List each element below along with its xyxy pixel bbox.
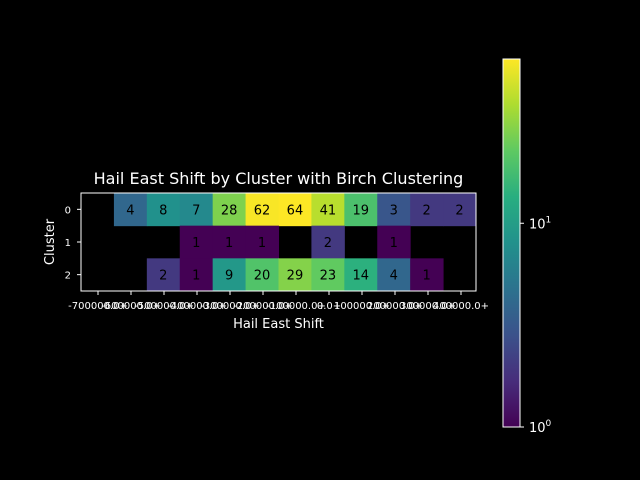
heatmap-cell [278, 193, 312, 227]
cell-value-label: 28 [221, 203, 238, 218]
heatmap-cell [212, 193, 247, 227]
cell-value-label: 20 [254, 269, 271, 284]
x-tick-label: -500000.0+ [134, 301, 194, 312]
cell-value-label: 9 [225, 269, 233, 284]
heatmap-cell [245, 193, 279, 227]
cell-value-label: 4 [390, 269, 398, 284]
x-tick-label: 0.0+ [317, 301, 341, 312]
cell-value-label: 1 [258, 236, 266, 251]
heatmap-cell [113, 193, 148, 227]
x-tick-label: 300000.0+ [400, 301, 456, 312]
x-tick-label: -400000.0+ [167, 301, 227, 312]
heatmap-cell [245, 225, 279, 259]
cell-value-label: 2 [455, 203, 463, 218]
heatmap-cell [311, 258, 345, 292]
cell-value-label: 1 [192, 269, 200, 284]
y-axis-ticks: 0 1 2 [65, 205, 81, 282]
heatmap-cell-labels: 4 8 7 28 62 64 41 19 3 2 21 1 1 2 12 1 9 20 29 23 14 4 1 [126, 203, 463, 283]
colorbar [502, 58, 521, 428]
x-tick-label: 400000.0+ [433, 301, 489, 312]
heatmap-cell [179, 193, 214, 227]
colorbar-tick-label: 100 [529, 419, 552, 436]
heatmap-cell [410, 258, 444, 292]
heatmap-cell [311, 225, 345, 259]
heatmap-cell [212, 225, 247, 259]
cell-value-label: 1 [225, 236, 233, 251]
cell-value-label: 23 [320, 269, 337, 284]
heatmap-cell [377, 225, 411, 259]
x-tick-label: -100000.0+ [266, 301, 326, 312]
x-axis-label: Hail East Shift [233, 317, 324, 332]
heatmap-cells [113, 193, 477, 292]
heatmap-cell [344, 258, 378, 292]
heatmap-cell [179, 225, 214, 259]
cell-value-label: 2 [422, 203, 430, 218]
heatmap-cell [179, 258, 214, 292]
cell-value-label: 1 [422, 269, 430, 284]
cell-value-label: 4 [126, 203, 134, 218]
cell-value-label: 29 [287, 269, 304, 284]
cell-value-label: 3 [390, 203, 398, 218]
heatmap-cell [377, 193, 411, 227]
cell-value-label: 1 [192, 236, 200, 251]
y-tick-label: 0 [65, 205, 71, 216]
y-tick-label: 1 [65, 238, 71, 249]
heatmap-cell [410, 193, 444, 227]
heatmap-cell [344, 193, 378, 227]
chart-title: Hail East Shift by Cluster with Birch Cl… [94, 169, 464, 188]
cell-value-label: 2 [324, 236, 332, 251]
cell-value-label: 62 [254, 203, 271, 218]
colorbar-tick-label: 101 [529, 215, 551, 232]
y-tick-label: 2 [65, 271, 71, 282]
cell-value-label: 14 [353, 269, 370, 284]
x-tick-label: 200000.0+ [367, 301, 423, 312]
x-tick-label: -600000.0+ [101, 301, 161, 312]
heatmap-cell [146, 258, 181, 292]
y-axis-label: Cluster [43, 218, 58, 265]
cell-value-label: 8 [159, 203, 167, 218]
heatmap-cell [245, 258, 279, 292]
heatmap-cell [443, 193, 477, 227]
cell-value-label: 41 [320, 203, 337, 218]
cell-value-label: 64 [287, 203, 304, 218]
colorbar-ticks: 101 100 [520, 215, 552, 436]
cell-value-label: 2 [159, 269, 167, 284]
x-axis-ticks: -700000.0+-600000.0+-500000.0+-400000.0+… [68, 291, 489, 312]
x-tick-label: -700000.0+ [68, 301, 128, 312]
heatmap-cell [212, 258, 247, 292]
x-tick-label: 100000.0+ [334, 301, 390, 312]
heatmap-cell [377, 258, 411, 292]
x-tick-label: -300000.0+ [200, 301, 260, 312]
cell-value-label: 7 [192, 203, 200, 218]
cell-value-label: 1 [390, 236, 398, 251]
x-tick-label: -200000.0+ [233, 301, 293, 312]
heatmap-cell [146, 193, 181, 227]
cell-value-label: 19 [353, 203, 370, 218]
heatmap-cell [278, 258, 312, 292]
heatmap-cell [311, 193, 345, 227]
